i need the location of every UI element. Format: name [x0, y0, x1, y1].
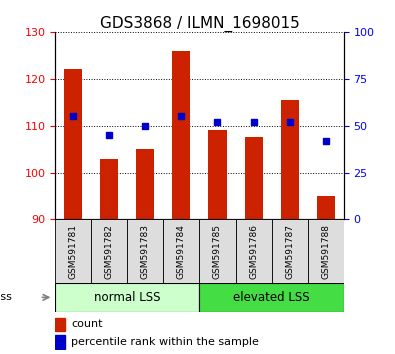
- Text: percentile rank within the sample: percentile rank within the sample: [71, 337, 259, 347]
- Bar: [55, 335, 66, 349]
- Text: stress: stress: [0, 292, 12, 302]
- Bar: [280, 100, 299, 219]
- Text: GSM591781: GSM591781: [69, 224, 78, 279]
- Text: GSM591782: GSM591782: [105, 224, 114, 279]
- Bar: [127, 219, 164, 283]
- Bar: [235, 219, 272, 283]
- Text: GSM591786: GSM591786: [249, 224, 258, 279]
- Bar: [136, 149, 154, 219]
- Bar: [199, 283, 344, 312]
- Bar: [100, 159, 118, 219]
- Bar: [55, 283, 199, 312]
- Text: GSM591788: GSM591788: [321, 224, 330, 279]
- Text: count: count: [71, 319, 103, 329]
- Text: elevated LSS: elevated LSS: [233, 291, 310, 304]
- Text: GSM591785: GSM591785: [213, 224, 222, 279]
- Bar: [55, 318, 66, 331]
- Bar: [64, 69, 82, 219]
- Bar: [55, 219, 91, 283]
- Bar: [245, 137, 263, 219]
- Bar: [308, 219, 344, 283]
- Bar: [164, 219, 199, 283]
- Text: GSM591783: GSM591783: [141, 224, 150, 279]
- Bar: [173, 51, 190, 219]
- Bar: [317, 196, 335, 219]
- Title: GDS3868 / ILMN_1698015: GDS3868 / ILMN_1698015: [100, 16, 299, 32]
- Text: GSM591784: GSM591784: [177, 224, 186, 279]
- Bar: [91, 219, 127, 283]
- Text: GSM591787: GSM591787: [285, 224, 294, 279]
- Bar: [199, 219, 235, 283]
- Bar: [272, 219, 308, 283]
- Text: normal LSS: normal LSS: [94, 291, 161, 304]
- Bar: [209, 130, 226, 219]
